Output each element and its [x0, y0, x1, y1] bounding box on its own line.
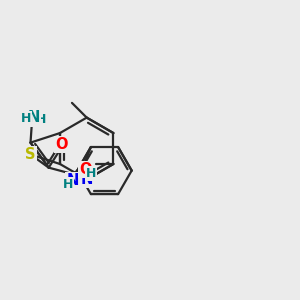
Text: H: H	[86, 167, 96, 180]
Text: H: H	[36, 112, 46, 126]
Text: O: O	[80, 162, 92, 177]
Text: N: N	[67, 173, 79, 188]
Text: O: O	[55, 137, 68, 152]
Text: N: N	[80, 172, 93, 187]
Text: N: N	[28, 110, 40, 125]
Text: S: S	[25, 147, 36, 162]
Text: H: H	[21, 112, 31, 125]
Text: H: H	[63, 178, 73, 191]
